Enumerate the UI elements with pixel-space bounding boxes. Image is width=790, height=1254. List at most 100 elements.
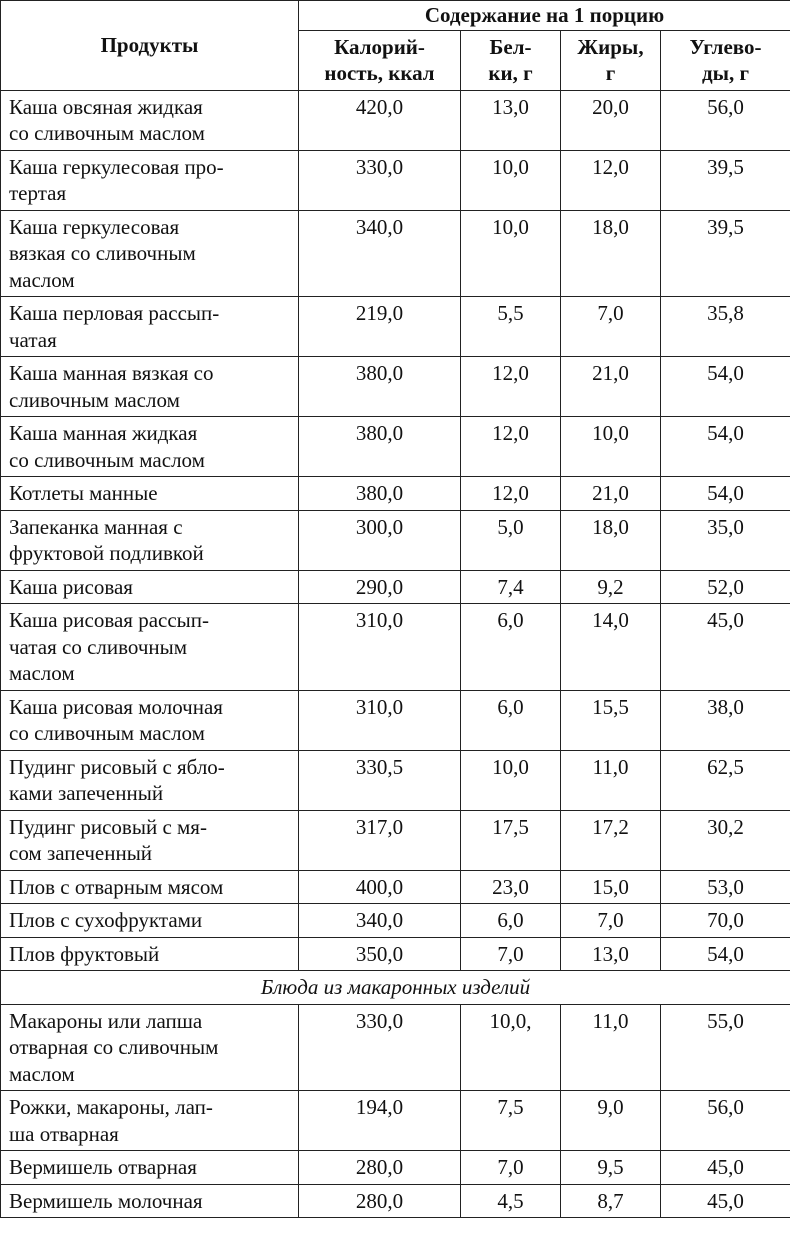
value-cell: 300,0 — [298, 509, 461, 571]
value-cell: 340,0 — [298, 903, 461, 938]
value-cell: 6,0 — [460, 689, 561, 751]
header-row: Продукты Содержание на 1 порцию — [0, 0, 790, 91]
data-row: Каша манная жидкая со сливочным маслом 38… — [0, 416, 790, 477]
value-cell: 7,4 — [460, 569, 561, 604]
value-cell: 12,0 — [460, 356, 561, 417]
product-name: Каша манная жидкая со сливочным маслом — [0, 416, 299, 477]
data-row: Плов фруктовый 350,0 7,0 13,0 54,0 — [0, 936, 790, 971]
value-cell: 11,0 — [560, 1003, 661, 1091]
value-cell: 39,5 — [660, 209, 790, 297]
header-row: Калорий- ность, ккал Бел- ки, г Жиры, г … — [1, 29, 790, 91]
product-name: Пудинг рисовый с ябло- ками запеченный — [0, 749, 299, 811]
data-row: Каша рисовая молочная со сливочным масло… — [0, 689, 790, 751]
product-name: Макароны или лапша отварная со сливочным… — [0, 1003, 299, 1091]
column-header: Углево- ды, г — [660, 29, 790, 91]
value-cell: 9,0 — [560, 1090, 661, 1151]
value-cell: 330,5 — [298, 749, 461, 811]
value-cell: 23,0 — [460, 869, 561, 904]
value-cell: 10,0, — [460, 1003, 561, 1091]
product-name: Каша рисовая рассып- чатая со сливочным … — [0, 603, 299, 691]
data-row: Каша геркулесовая про- тертая 330,0 10,0 12… — [0, 149, 790, 211]
value-cell: 219,0 — [298, 296, 461, 357]
value-cell: 12,0 — [460, 416, 561, 477]
data-row: Вермишель молочная 280,0 4,5 8,7 45,0 — [0, 1183, 790, 1218]
column-header: Бел- ки, г — [460, 29, 561, 91]
value-cell: 194,0 — [298, 1090, 461, 1151]
value-cell: 10,0 — [460, 209, 561, 297]
data-row: Каша рисовая 290,0 7,4 9,2 52,0 — [0, 569, 790, 604]
value-cell: 380,0 — [298, 416, 461, 477]
value-cell: 10,0 — [560, 416, 661, 477]
data-row: Каша манная вязкая со сливочным маслом 38… — [0, 356, 790, 417]
product-name: Каша геркулесовая про- тертая — [0, 149, 299, 211]
value-cell: 17,5 — [460, 809, 561, 871]
data-row: Пудинг рисовый с мя- сом запеченный 317,0… — [0, 809, 790, 871]
value-cell: 56,0 — [660, 1090, 790, 1151]
value-cell: 35,8 — [660, 296, 790, 357]
data-row: Рожки, макароны, лап- ша отварная 194,0 7,… — [0, 1090, 790, 1151]
column-header: Жиры, г — [560, 29, 661, 91]
value-cell: 14,0 — [560, 603, 661, 691]
section-row: Блюда из макаронных изделий — [0, 970, 790, 1005]
value-cell: 38,0 — [660, 689, 790, 751]
value-cell: 330,0 — [298, 1003, 461, 1091]
value-cell: 317,0 — [298, 809, 461, 871]
value-cell: 15,0 — [560, 869, 661, 904]
value-cell: 330,0 — [298, 149, 461, 211]
value-cell: 12,0 — [560, 149, 661, 211]
value-cell: 7,0 — [560, 296, 661, 357]
value-cell: 7,0 — [460, 936, 561, 971]
value-cell: 39,5 — [660, 149, 790, 211]
value-cell: 340,0 — [298, 209, 461, 297]
value-cell: 380,0 — [298, 476, 461, 511]
value-cell: 13,0 — [560, 936, 661, 971]
value-cell: 6,0 — [460, 903, 561, 938]
value-cell: 45,0 — [660, 1183, 790, 1218]
data-row: Каша перловая рассып- чатая 219,0 5,5 7,0 35… — [0, 296, 790, 357]
product-name: Вермишель молочная — [0, 1183, 299, 1218]
value-cell: 53,0 — [660, 869, 790, 904]
value-cell: 5,0 — [460, 509, 561, 571]
data-row: Котлеты манные 380,0 12,0 21,0 54,0 — [0, 476, 790, 511]
value-cell: 4,5 — [460, 1183, 561, 1218]
data-row: Плов с отварным мясом 400,0 23,0 15,0 53,0 — [0, 869, 790, 904]
value-cell: 52,0 — [660, 569, 790, 604]
value-cell: 11,0 — [560, 749, 661, 811]
product-name: Котлеты манные — [0, 476, 299, 511]
value-cell: 45,0 — [660, 603, 790, 691]
value-cell: 7,0 — [460, 1150, 561, 1185]
value-cell: 310,0 — [298, 603, 461, 691]
value-cell: 30,2 — [660, 809, 790, 871]
product-name: Плов фруктовый — [0, 936, 299, 971]
value-cell: 55,0 — [660, 1003, 790, 1091]
product-name: Пудинг рисовый с мя- сом запеченный — [0, 809, 299, 871]
table-body: Каша овсяная жидкая со сливочным маслом 4… — [0, 89, 790, 1218]
value-cell: 13,0 — [460, 89, 561, 151]
product-name: Каша рисовая — [0, 569, 299, 604]
value-cell: 6,0 — [460, 603, 561, 691]
product-name: Плов с отварным мясом — [0, 869, 299, 904]
value-cell: 54,0 — [660, 416, 790, 477]
value-cell: 280,0 — [298, 1150, 461, 1185]
value-cell: 45,0 — [660, 1150, 790, 1185]
data-row: Каша рисовая рассып- чатая со сливочным … — [0, 603, 790, 691]
value-cell: 56,0 — [660, 89, 790, 151]
value-cell: 18,0 — [560, 509, 661, 571]
value-cell: 8,7 — [560, 1183, 661, 1218]
data-row: Вермишель отварная 280,0 7,0 9,5 45,0 — [0, 1150, 790, 1185]
value-cell: 10,0 — [460, 749, 561, 811]
value-cell: 54,0 — [660, 356, 790, 417]
value-cell: 70,0 — [660, 903, 790, 938]
value-cell: 35,0 — [660, 509, 790, 571]
value-cell: 420,0 — [298, 89, 461, 151]
value-cell: 7,5 — [460, 1090, 561, 1151]
product-header: Продукты — [0, 0, 299, 91]
value-cell: 5,5 — [460, 296, 561, 357]
value-cell: 310,0 — [298, 689, 461, 751]
value-cell: 21,0 — [560, 476, 661, 511]
value-cell: 400,0 — [298, 869, 461, 904]
product-name: Каша перловая рассып- чатая — [0, 296, 299, 357]
value-cell: 380,0 — [298, 356, 461, 417]
data-row: Запеканка манная с фруктовой подливкой 30… — [0, 509, 790, 571]
